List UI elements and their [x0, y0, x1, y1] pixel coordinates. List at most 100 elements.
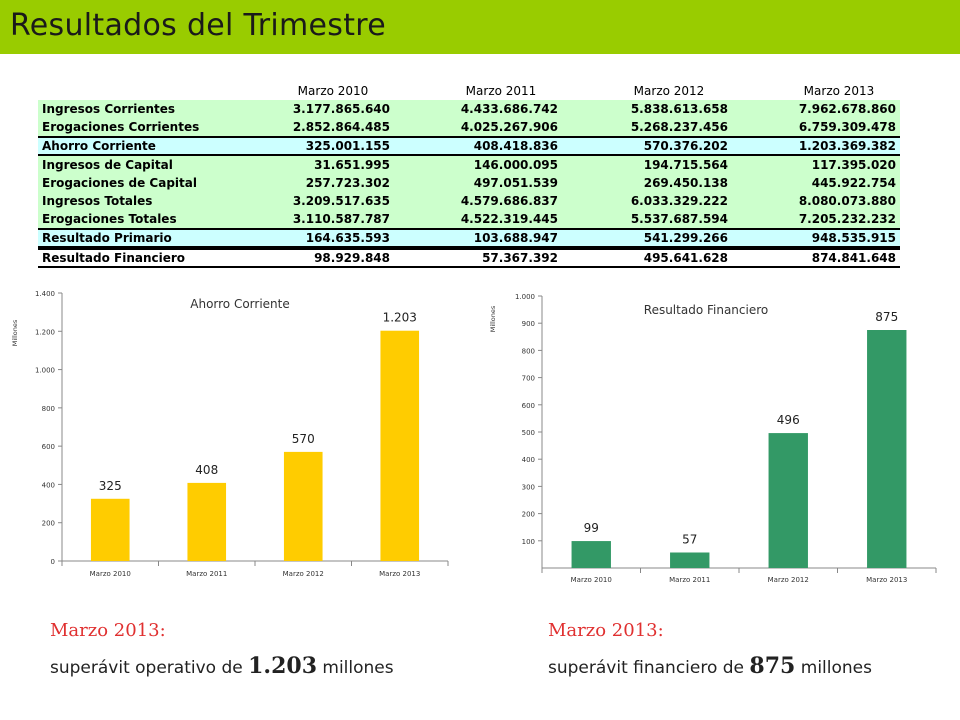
ahorro-corriente-chart: 0 200 400 600 800 1.000 1.200 1.400 Millones Ahor…: [11, 290, 449, 578]
table-cell: 257.723.302: [305, 176, 390, 190]
category-label: Marzo 2013: [866, 576, 907, 584]
category-label: Marzo 2011: [186, 570, 227, 578]
table-cell: 4.522.319.445: [460, 212, 558, 226]
table-cell: 325.001.155: [305, 139, 390, 153]
y-tick-label: 700: [522, 375, 535, 383]
table-cell: 57.367.392: [482, 251, 558, 265]
table-cell: 31.651.995: [314, 158, 390, 172]
table-cell: 495.641.628: [643, 251, 728, 265]
bar: [283, 451, 323, 561]
table-row: Ingresos Corrientes 3.177.865.640 4.433.68…: [38, 100, 900, 118]
category-label: Marzo 2012: [768, 576, 809, 584]
table-row: Erogaciones de Capital 257.723.302 497.051…: [38, 174, 900, 192]
footer-summary: superávit financiero de 875 millones: [548, 653, 872, 679]
table-cell: 2.852.864.485: [292, 120, 390, 134]
row-label: Ingresos Corrientes: [42, 102, 176, 116]
footer-heading: Marzo 2013:: [548, 620, 664, 641]
table-cell: 4.579.686.837: [460, 194, 558, 208]
y-tick-label: 400: [42, 481, 55, 489]
chart-title: Ahorro Corriente: [190, 297, 290, 311]
table-cell: 445.922.754: [811, 176, 896, 190]
y-tick-label: 200: [522, 511, 535, 519]
y-tick-label: 800: [522, 347, 535, 355]
table-cell: 5.268.237.456: [630, 120, 728, 134]
table-cell: 570.376.202: [643, 139, 728, 153]
y-tick-label: 1.400: [35, 290, 55, 298]
y-tick-label: 800: [42, 405, 55, 413]
table-cell: 3.177.865.640: [292, 102, 390, 116]
data-label: 875: [875, 310, 898, 324]
row-label: Erogaciones Totales: [42, 212, 177, 226]
y-tick-label: 1.200: [35, 328, 55, 336]
column-header: Marzo 2013: [803, 84, 875, 98]
table-row: Resultado Primario 164.635.593 103.688.947…: [38, 228, 900, 248]
footer-summary: superávit operativo de 1.203 millones: [50, 653, 394, 679]
category-label: Marzo 2010: [90, 570, 131, 578]
footer-heading: Marzo 2013:: [50, 620, 166, 641]
y-tick-label: 600: [42, 443, 55, 451]
y-tick-label: 0: [51, 558, 55, 566]
table-body: Ingresos Corrientes 3.177.865.640 4.433.68…: [38, 100, 900, 268]
footer-right: Marzo 2013: superávit financiero de 875 …: [548, 620, 872, 679]
bar: [768, 433, 808, 568]
category-label: Marzo 2013: [379, 570, 420, 578]
row-label: Ahorro Corriente: [42, 139, 156, 153]
y-tick-label: 600: [522, 402, 535, 410]
data-label: 325: [99, 479, 122, 493]
bar: [867, 330, 907, 568]
category-label: Marzo 2012: [283, 570, 324, 578]
table-row: Ahorro Corriente 325.001.155 408.418.836 57…: [38, 136, 900, 156]
bar: [187, 482, 227, 561]
page-title: Resultados del Trimestre: [10, 8, 387, 43]
y-axis-label: Millones: [11, 319, 19, 346]
data-label: 408: [195, 463, 218, 477]
table-cell: 1.203.369.382: [798, 139, 896, 153]
title-bar: Resultados del Trimestre: [0, 0, 960, 54]
table-row: Erogaciones Corrientes 2.852.864.485 4.025…: [38, 118, 900, 136]
table-row: Ingresos Totales 3.209.517.635 4.579.686.8…: [38, 192, 900, 210]
table-cell: 6.033.329.222: [630, 194, 728, 208]
table-cell: 269.450.138: [643, 176, 728, 190]
bar: [380, 330, 420, 561]
data-label: 57: [682, 532, 697, 546]
table-cell: 7.205.232.232: [798, 212, 896, 226]
y-tick-label: 1.000: [515, 293, 535, 301]
table-cell: 5.537.687.594: [630, 212, 728, 226]
table-row: Erogaciones Totales 3.110.587.787 4.522.31…: [38, 210, 900, 228]
bar: [670, 552, 710, 568]
bar: [90, 498, 130, 561]
footer-value: 875: [749, 653, 796, 679]
data-label: 99: [584, 521, 599, 535]
y-tick-label: 1.000: [35, 367, 55, 375]
table-cell: 497.051.539: [473, 176, 558, 190]
y-tick-label: 200: [42, 520, 55, 528]
table-cell: 948.535.915: [811, 231, 896, 245]
table-cell: 146.000.095: [473, 158, 558, 172]
chart-title: Resultado Financiero: [644, 303, 768, 317]
column-header: Marzo 2011: [465, 84, 537, 98]
y-axis-label: Millones: [489, 305, 497, 332]
data-label: 1.203: [383, 311, 417, 325]
y-tick-label: 500: [522, 429, 535, 437]
table-row: Ingresos de Capital 31.651.995 146.000.095…: [38, 156, 900, 174]
results-table: Marzo 2010 Marzo 2011 Marzo 2012 Marzo 2…: [38, 82, 900, 268]
table-cell: 4.433.686.742: [460, 102, 558, 116]
table-cell: 7.962.678.860: [798, 102, 896, 116]
row-label: Resultado Financiero: [42, 251, 186, 265]
table-cell: 5.838.613.658: [630, 102, 728, 116]
table-cell: 164.635.593: [305, 231, 390, 245]
data-label: 570: [292, 432, 315, 446]
table-cell: 117.395.020: [811, 158, 896, 172]
y-tick-label: 900: [522, 320, 535, 328]
table-cell: 8.080.073.880: [798, 194, 896, 208]
footer-value: 1.203: [248, 653, 317, 679]
table-cell: 3.110.587.787: [292, 212, 390, 226]
table-cell: 194.715.564: [643, 158, 728, 172]
column-header: Marzo 2012: [633, 84, 705, 98]
row-label: Ingresos Totales: [42, 194, 153, 208]
row-label: Ingresos de Capital: [42, 158, 173, 172]
row-label: Erogaciones Corrientes: [42, 120, 200, 134]
table-cell: 3.209.517.635: [292, 194, 390, 208]
row-label: Resultado Primario: [42, 231, 172, 245]
y-tick-label: 300: [522, 483, 535, 491]
